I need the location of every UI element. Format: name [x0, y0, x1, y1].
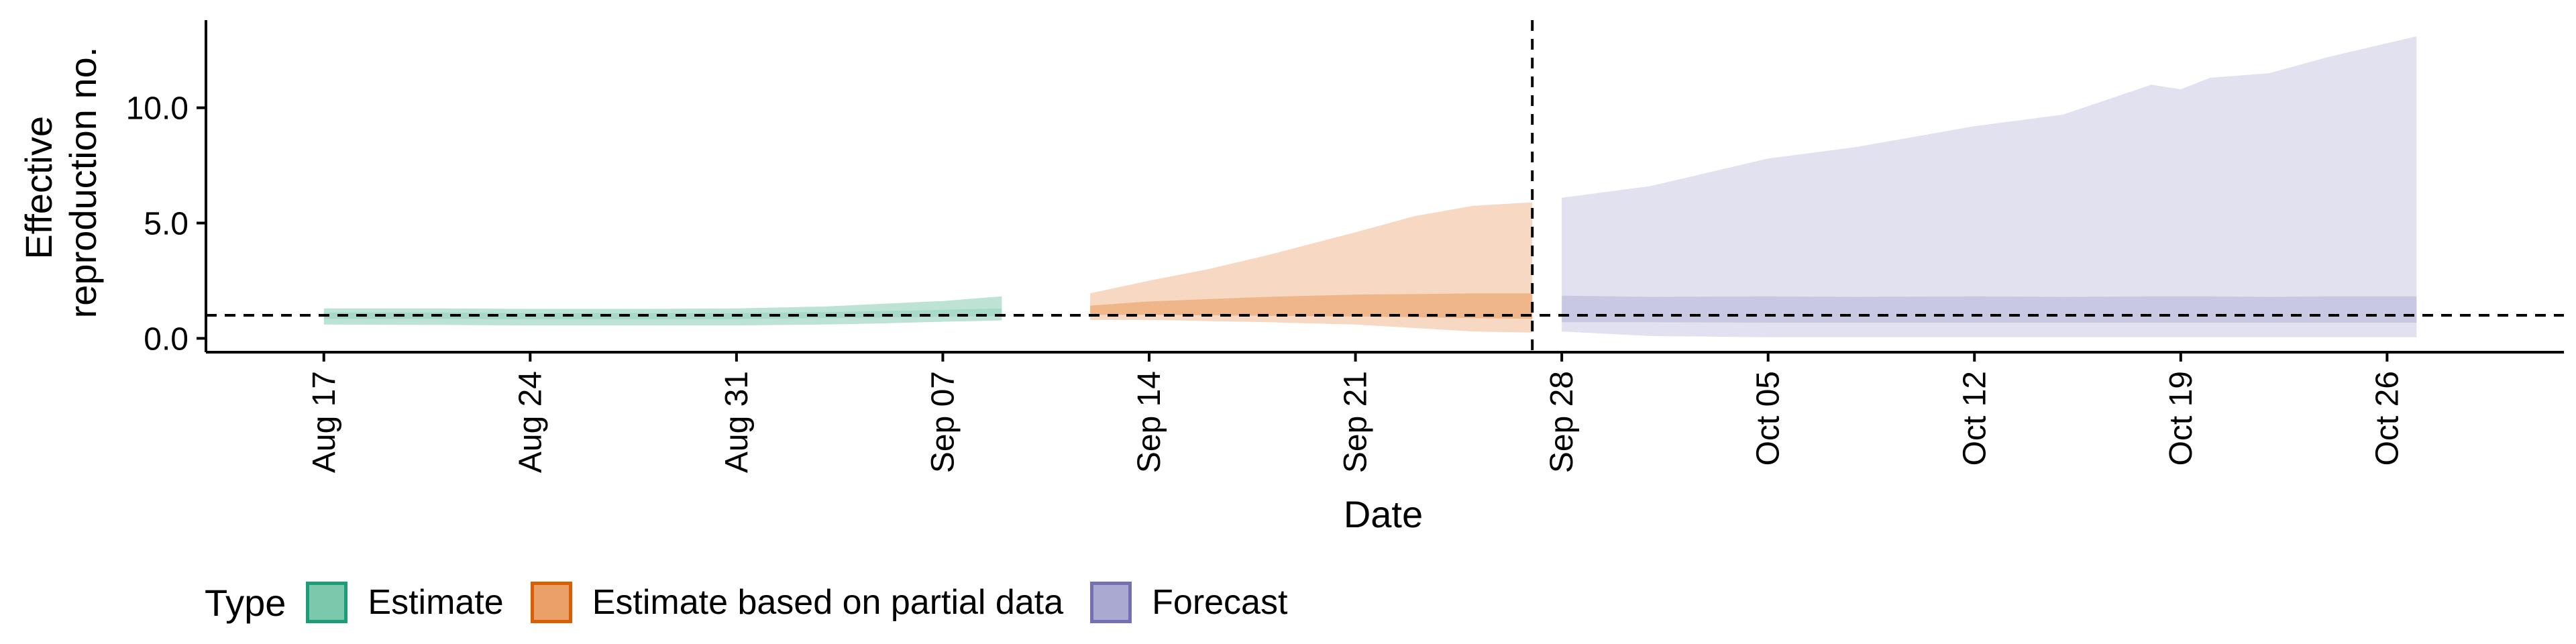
legend-key-forecast — [1090, 582, 1132, 623]
legend-key-estimate — [306, 582, 348, 623]
y-tick-label: 0.0 — [144, 321, 189, 357]
y-tick-label: 10.0 — [126, 91, 189, 127]
band-inner-estimate-based-on-partial-data — [1090, 293, 1533, 319]
band-outer-forecast — [1562, 36, 2417, 337]
y-axis-title-line-2: reproduction no. — [62, 47, 104, 319]
y-tick-label: 5.0 — [144, 207, 189, 242]
x-tick-label: Sep 07 — [925, 371, 961, 473]
x-tick-label: Aug 17 — [307, 371, 342, 473]
x-tick-label: Oct 12 — [1957, 371, 1992, 466]
legend-label-forecast: Forecast — [1152, 583, 1288, 622]
x-axis-title: Date — [1344, 493, 1423, 535]
x-tick-label: Aug 24 — [513, 371, 548, 473]
x-tick-label: Oct 26 — [2369, 371, 2405, 466]
y-axis-title-line-1: Effective — [17, 116, 60, 260]
legend-item-partial: Estimate based on partial data — [530, 582, 1064, 623]
legend-item-forecast: Forecast — [1090, 582, 1287, 623]
legend-label-estimate: Estimate — [368, 583, 504, 622]
x-tick-label: Oct 19 — [2163, 371, 2199, 466]
x-tick-label: Sep 21 — [1338, 371, 1374, 473]
legend-item-estimate: Estimate — [306, 582, 504, 623]
bands — [323, 36, 2417, 337]
x-tick-label: Sep 14 — [1132, 371, 1167, 473]
x-tick-label: Sep 28 — [1544, 371, 1580, 473]
x-tick-label: Aug 31 — [719, 371, 755, 473]
axes: 0.0 5.0 10.0 Aug 17 Aug 24 Aug 31 Sep 07 Sep 14… — [126, 20, 2564, 473]
y-axis-title: Effective reproduction no. — [17, 47, 104, 319]
x-tick-label: Oct 05 — [1751, 371, 1786, 466]
legend: Type Estimate Estimate based on partial … — [205, 576, 1314, 629]
legend-title: Type — [205, 581, 286, 624]
legend-label-partial: Estimate based on partial data — [592, 583, 1064, 622]
legend-key-partial — [530, 582, 572, 623]
band-inner-forecast — [1562, 295, 2417, 323]
